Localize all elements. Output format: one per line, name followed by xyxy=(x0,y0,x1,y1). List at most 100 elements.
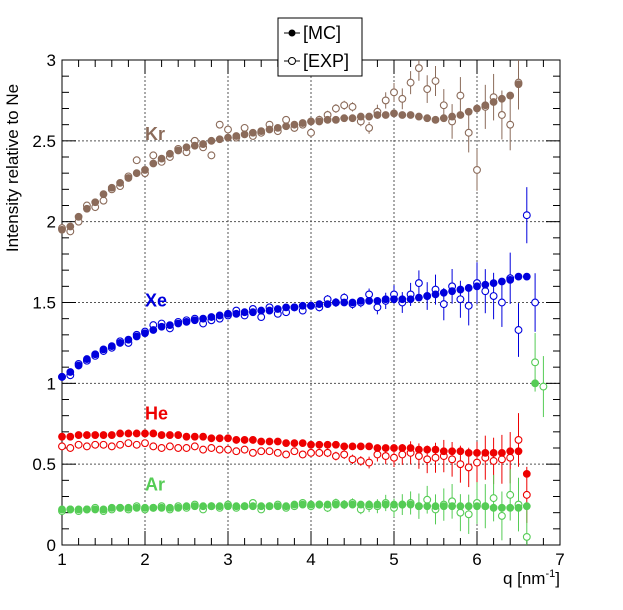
mc-point xyxy=(249,436,257,444)
mc-point xyxy=(232,436,241,444)
mc-point xyxy=(265,125,274,134)
exp-point xyxy=(414,452,423,461)
mc-point xyxy=(423,292,432,300)
mc-point xyxy=(522,469,531,478)
mc-point xyxy=(149,159,158,168)
exp-point xyxy=(423,85,432,94)
mc-point xyxy=(448,112,457,121)
mc-point xyxy=(332,440,340,449)
mc-point xyxy=(224,133,232,142)
mc-point xyxy=(431,502,440,511)
mc-point xyxy=(166,321,174,330)
exp-point xyxy=(141,439,149,448)
mc-point xyxy=(390,444,398,452)
mc-point xyxy=(199,502,208,511)
mc-point xyxy=(506,447,515,456)
mc-point xyxy=(249,502,257,511)
mc-point xyxy=(257,127,266,136)
mc-point xyxy=(315,300,324,309)
mc-point xyxy=(224,502,232,511)
exp-point xyxy=(99,196,108,205)
exp-point xyxy=(282,115,291,124)
mc-point xyxy=(423,114,432,123)
mc-point xyxy=(323,115,332,124)
mc-point xyxy=(224,434,232,443)
mc-point xyxy=(340,114,349,123)
exp-point xyxy=(157,444,166,452)
mc-point xyxy=(307,117,315,126)
mc-point xyxy=(132,429,141,438)
series-label-xe: Xe xyxy=(145,290,167,310)
legend-exp-marker xyxy=(288,57,296,65)
exp-point xyxy=(373,450,382,459)
mc-point xyxy=(107,342,116,351)
exp-point xyxy=(99,440,108,449)
exp-point xyxy=(290,447,299,456)
mc-point xyxy=(473,282,481,291)
mc-point xyxy=(307,301,315,310)
exp-point xyxy=(506,120,515,129)
mc-point xyxy=(132,169,141,178)
mc-point xyxy=(257,502,266,511)
x-axis-label-sup: -1 xyxy=(545,568,555,580)
exp-point xyxy=(348,102,357,111)
legend: [MC] [EXP] xyxy=(277,17,363,77)
exp-point xyxy=(464,301,473,310)
legend-exp-label: [EXP] xyxy=(303,51,349,71)
mc-point xyxy=(116,339,124,347)
exp-point xyxy=(273,448,282,457)
mc-point xyxy=(456,111,465,119)
mc-point xyxy=(124,335,133,344)
mc-point xyxy=(282,122,291,131)
exp-point xyxy=(132,440,141,449)
mc-point xyxy=(298,301,307,310)
mc-point xyxy=(249,128,257,137)
mc-point xyxy=(282,303,291,312)
mc-point xyxy=(506,91,515,100)
mc-point xyxy=(473,448,481,457)
mc-point xyxy=(298,439,307,448)
mc-point xyxy=(498,94,506,103)
mc-point xyxy=(83,355,91,363)
series-labels: Kr Xe He Ar xyxy=(145,124,168,495)
x-tick-label: 2 xyxy=(140,550,149,569)
mc-point xyxy=(116,178,124,187)
exp-point xyxy=(464,128,473,137)
mc-point xyxy=(365,442,374,451)
exp-point xyxy=(248,448,257,457)
mc-point xyxy=(415,502,423,511)
exp-point xyxy=(240,123,249,132)
mc-point xyxy=(431,445,440,454)
mc-point xyxy=(174,146,183,155)
mc-point xyxy=(273,124,282,132)
mc-point xyxy=(132,332,141,341)
mc-point xyxy=(157,431,166,439)
mc-point xyxy=(356,112,365,121)
x-tick-label: 4 xyxy=(306,550,315,569)
exp-point xyxy=(132,156,141,165)
mc-point xyxy=(232,502,241,511)
mc-point xyxy=(290,500,299,509)
exp-point xyxy=(489,494,498,503)
mc-point xyxy=(481,101,490,110)
mc-point xyxy=(473,502,481,511)
mc-point xyxy=(207,502,216,511)
exp-point xyxy=(522,211,531,220)
exp-point xyxy=(439,101,448,110)
exp-point xyxy=(207,444,216,452)
exp-point xyxy=(298,450,307,459)
mc-point xyxy=(522,502,531,511)
mc-point xyxy=(91,198,100,207)
exp-point xyxy=(224,445,232,454)
mc-point xyxy=(83,505,91,514)
mc-point xyxy=(390,295,398,304)
mc-point xyxy=(431,115,440,124)
mc-point xyxy=(190,432,199,441)
series-kr xyxy=(58,60,523,236)
mc-point xyxy=(240,436,249,444)
mc-point xyxy=(415,293,423,302)
mc-point xyxy=(74,361,83,370)
exp-point xyxy=(456,508,465,517)
exp-point xyxy=(340,450,349,459)
mc-point xyxy=(66,368,75,376)
